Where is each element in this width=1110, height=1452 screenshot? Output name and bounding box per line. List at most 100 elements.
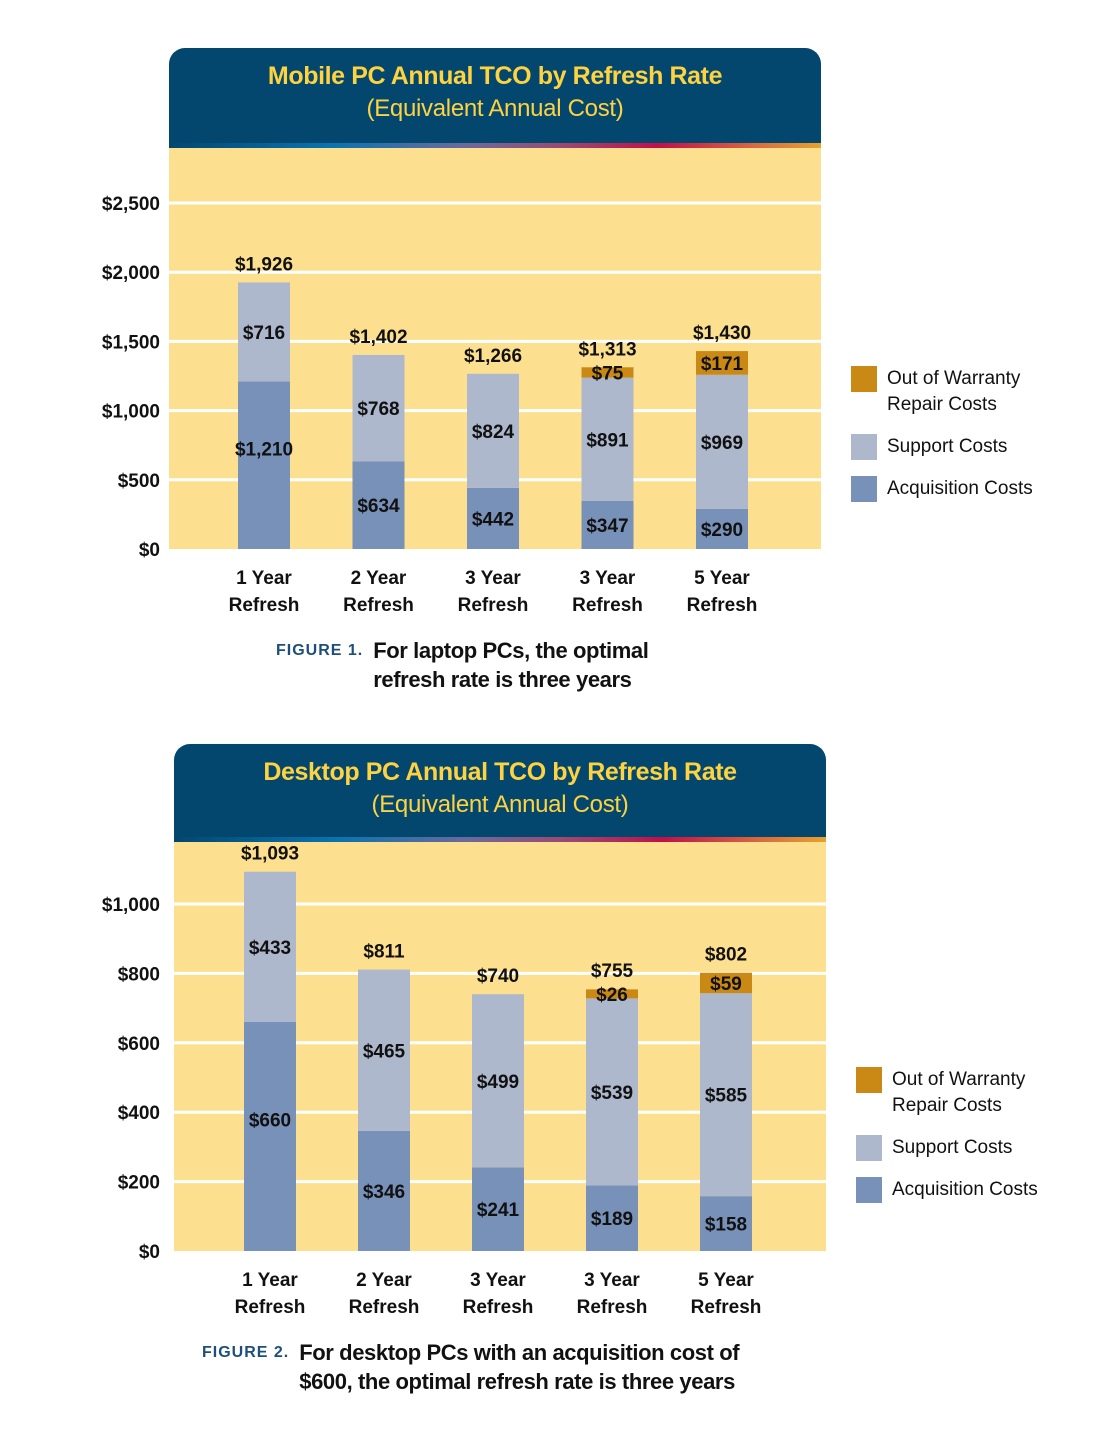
bar-segment-acquisition xyxy=(352,461,405,549)
y-tick-label: $2,000 xyxy=(102,263,160,284)
segment-value-label: $442 xyxy=(472,509,514,530)
segment-value-label: $768 xyxy=(357,399,399,420)
bar-segment-support xyxy=(358,969,410,1131)
x-tick-label: Refresh xyxy=(343,595,414,616)
bar-segment-acquisition xyxy=(696,508,748,549)
x-tick-label: 3 Year xyxy=(584,1270,640,1291)
legend-swatch xyxy=(851,434,877,460)
bar-segment-support xyxy=(472,994,524,1168)
legend-item-support: Support Costs xyxy=(856,1135,1082,1161)
bar-stack: $346 $465 $811 xyxy=(358,942,410,1251)
chart-header: Mobile PC Annual TCO by Refresh Rate (Eq… xyxy=(169,48,821,148)
caption-text: For laptop PCs, the optimal refresh rate… xyxy=(373,636,649,694)
caption-line: For laptop PCs, the optimal xyxy=(373,638,649,663)
header-gradient-strip xyxy=(174,837,826,842)
x-tick-label: 3 Year xyxy=(465,568,521,589)
segment-value-label: $433 xyxy=(249,938,291,959)
y-tick-label: $0 xyxy=(139,1242,160,1263)
bar-segment-support xyxy=(581,377,634,501)
bar-segment-support xyxy=(238,282,290,382)
bar-segment-support xyxy=(467,373,519,488)
y-tick-label: $1,500 xyxy=(102,332,160,353)
x-tick-label: Refresh xyxy=(229,595,300,616)
segment-value-label: $346 xyxy=(363,1182,405,1203)
segment-value-label: $539 xyxy=(591,1083,633,1104)
bar-segment-support xyxy=(244,871,296,1022)
x-tick-label: 2 Year xyxy=(356,1270,412,1291)
segment-value-label: $824 xyxy=(472,422,515,443)
segment-value-label: $465 xyxy=(363,1041,406,1062)
segment-value-label: $585 xyxy=(705,1086,748,1107)
y-tick-label: $1,000 xyxy=(102,895,160,916)
legend-item-acquisition: Acquisition Costs xyxy=(851,476,1077,502)
segment-value-label: $241 xyxy=(477,1200,520,1221)
plot-area: $0 $500 $1,000 $1,500 $2,000 $2,500 $1,210 $716… xyxy=(102,148,821,616)
x-tick-label: 3 Year xyxy=(580,568,636,589)
x-tick-label: Refresh xyxy=(458,595,529,616)
total-value-label: $740 xyxy=(477,966,519,987)
total-value-label: $1,430 xyxy=(693,323,751,344)
legend-label: Acquisition Costs xyxy=(887,478,1033,499)
chart-subtitle: (Equivalent Annual Cost) xyxy=(371,791,629,818)
bar-segment-warranty xyxy=(586,989,638,999)
x-tick-label: 2 Year xyxy=(351,568,407,589)
x-tick-label: 1 Year xyxy=(236,568,292,589)
chart-title: Mobile PC Annual TCO by Refresh Rate xyxy=(267,62,723,90)
caption-line: For desktop PCs with an acquisition cost… xyxy=(299,1340,740,1365)
bar-segment-warranty xyxy=(700,972,752,994)
bar-stack: $241 $499 $740 xyxy=(472,966,524,1251)
segment-value-label: $347 xyxy=(586,516,628,537)
bar-stack: $634 $768 $1,402 xyxy=(349,327,408,549)
bar-segment-support xyxy=(352,354,405,462)
x-tick-label: 5 Year xyxy=(698,1270,754,1291)
total-value-label: $755 xyxy=(591,961,634,982)
y-tick-label: $400 xyxy=(118,1103,160,1124)
y-tick-label: $0 xyxy=(139,540,160,561)
total-value-label: $1,402 xyxy=(349,327,407,348)
segment-value-label: $189 xyxy=(591,1209,633,1230)
total-value-label: $1,926 xyxy=(235,254,293,275)
y-tick-label: $500 xyxy=(118,471,160,492)
bar-stack: $189 $539 $26 $755 xyxy=(586,961,638,1251)
legend-item-warranty: Out of Warranty Repair Costs xyxy=(856,1067,1082,1119)
segment-value-label: $716 xyxy=(243,323,285,344)
segment-value-label: $290 xyxy=(701,520,743,541)
legend-label: Support Costs xyxy=(892,1137,1013,1158)
legend-item-support: Support Costs xyxy=(851,434,1077,460)
segment-value-label: $891 xyxy=(586,430,629,451)
total-value-label: $1,313 xyxy=(578,339,636,360)
bar-stack: $660 $433 $1,093 xyxy=(241,844,299,1251)
figure-caption: FIGURE 1. For laptop PCs, the optimal re… xyxy=(276,636,649,694)
segment-value-label: $634 xyxy=(357,496,400,517)
caption-label: FIGURE 2. xyxy=(202,1344,290,1361)
caption-line: $600, the optimal refresh rate is three … xyxy=(299,1369,735,1394)
legend-label: Out of Warranty Repair Costs xyxy=(892,1069,1026,1116)
x-tick-label: 5 Year xyxy=(694,568,750,589)
bar-segment-acquisition xyxy=(238,381,290,549)
segment-value-label: $1,210 xyxy=(235,439,293,460)
x-tick-label: 1 Year xyxy=(242,1270,298,1291)
total-value-label: $1,093 xyxy=(241,844,299,865)
bar-segment-support xyxy=(700,993,752,1197)
header-gradient-strip xyxy=(169,143,821,148)
total-value-label: $1,266 xyxy=(464,346,522,367)
x-tick-label: Refresh xyxy=(691,1297,762,1318)
segment-value-label: $158 xyxy=(705,1215,747,1236)
chart-title: Desktop PC Annual TCO by Refresh Rate xyxy=(263,758,737,786)
chart-header: Desktop PC Annual TCO by Refresh Rate (E… xyxy=(174,744,826,842)
x-tick-label: Refresh xyxy=(349,1297,420,1318)
total-value-label: $811 xyxy=(363,942,405,963)
bar-segment-support xyxy=(696,374,748,509)
x-tick-label: Refresh xyxy=(235,1297,306,1318)
x-tick-label: Refresh xyxy=(577,1297,648,1318)
bar-stack: $158 $585 $59 $802 xyxy=(700,945,752,1251)
legend-swatch xyxy=(856,1067,882,1093)
legend-label: Support Costs xyxy=(887,436,1008,457)
figure-caption: FIGURE 2. For desktop PCs with an acquis… xyxy=(202,1338,740,1396)
legend-label: Out of Warranty Repair Costs xyxy=(887,368,1021,415)
x-tick-label: Refresh xyxy=(463,1297,534,1318)
y-tick-label: $600 xyxy=(118,1034,160,1055)
segment-value-label: $26 xyxy=(596,985,628,1006)
x-tick-label: Refresh xyxy=(687,595,758,616)
segment-value-label: $499 xyxy=(477,1072,519,1093)
